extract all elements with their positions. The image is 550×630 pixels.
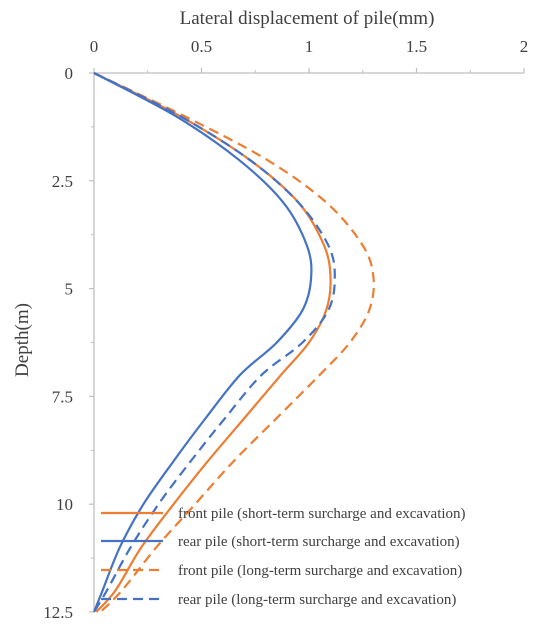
x-tick-label: 1.5 xyxy=(406,37,427,56)
series-line-1 xyxy=(93,72,332,613)
legend: front pile (short-term surcharge and exc… xyxy=(101,506,466,608)
series-line-4 xyxy=(93,72,336,613)
legend-label-2: rear pile (short-term surcharge and exca… xyxy=(178,534,460,550)
y-tick-label: 2.5 xyxy=(52,172,73,191)
y-tick-label: 12.5 xyxy=(43,603,73,622)
axes: 0 0.5 1 1.5 2 0 2.5 5 7.5 10 12.5 xyxy=(43,37,528,622)
x-tick-label: 0.5 xyxy=(191,37,212,56)
x-tick-label: 2 xyxy=(520,37,529,56)
legend-label-4: rear pile (long-term surcharge and excav… xyxy=(178,592,456,608)
y-tick-label: 7.5 xyxy=(52,387,73,406)
y-axis-title: Depth(m) xyxy=(12,303,33,377)
legend-label-1: front pile (short-term surcharge and exc… xyxy=(178,506,466,522)
x-tick-label: 1 xyxy=(305,37,314,56)
y-tick-label: 5 xyxy=(65,280,74,299)
x-axis-title: Lateral displacement of pile(mm) xyxy=(180,8,435,29)
series-lines xyxy=(92,72,375,613)
y-tick-label: 0 xyxy=(65,64,74,83)
y-tick-label: 10 xyxy=(56,495,73,514)
legend-label-3: front pile (long-term surcharge and exca… xyxy=(178,563,462,579)
x-tick-label: 0 xyxy=(90,37,99,56)
series-line-3 xyxy=(93,72,375,613)
series-line-2 xyxy=(92,72,313,613)
